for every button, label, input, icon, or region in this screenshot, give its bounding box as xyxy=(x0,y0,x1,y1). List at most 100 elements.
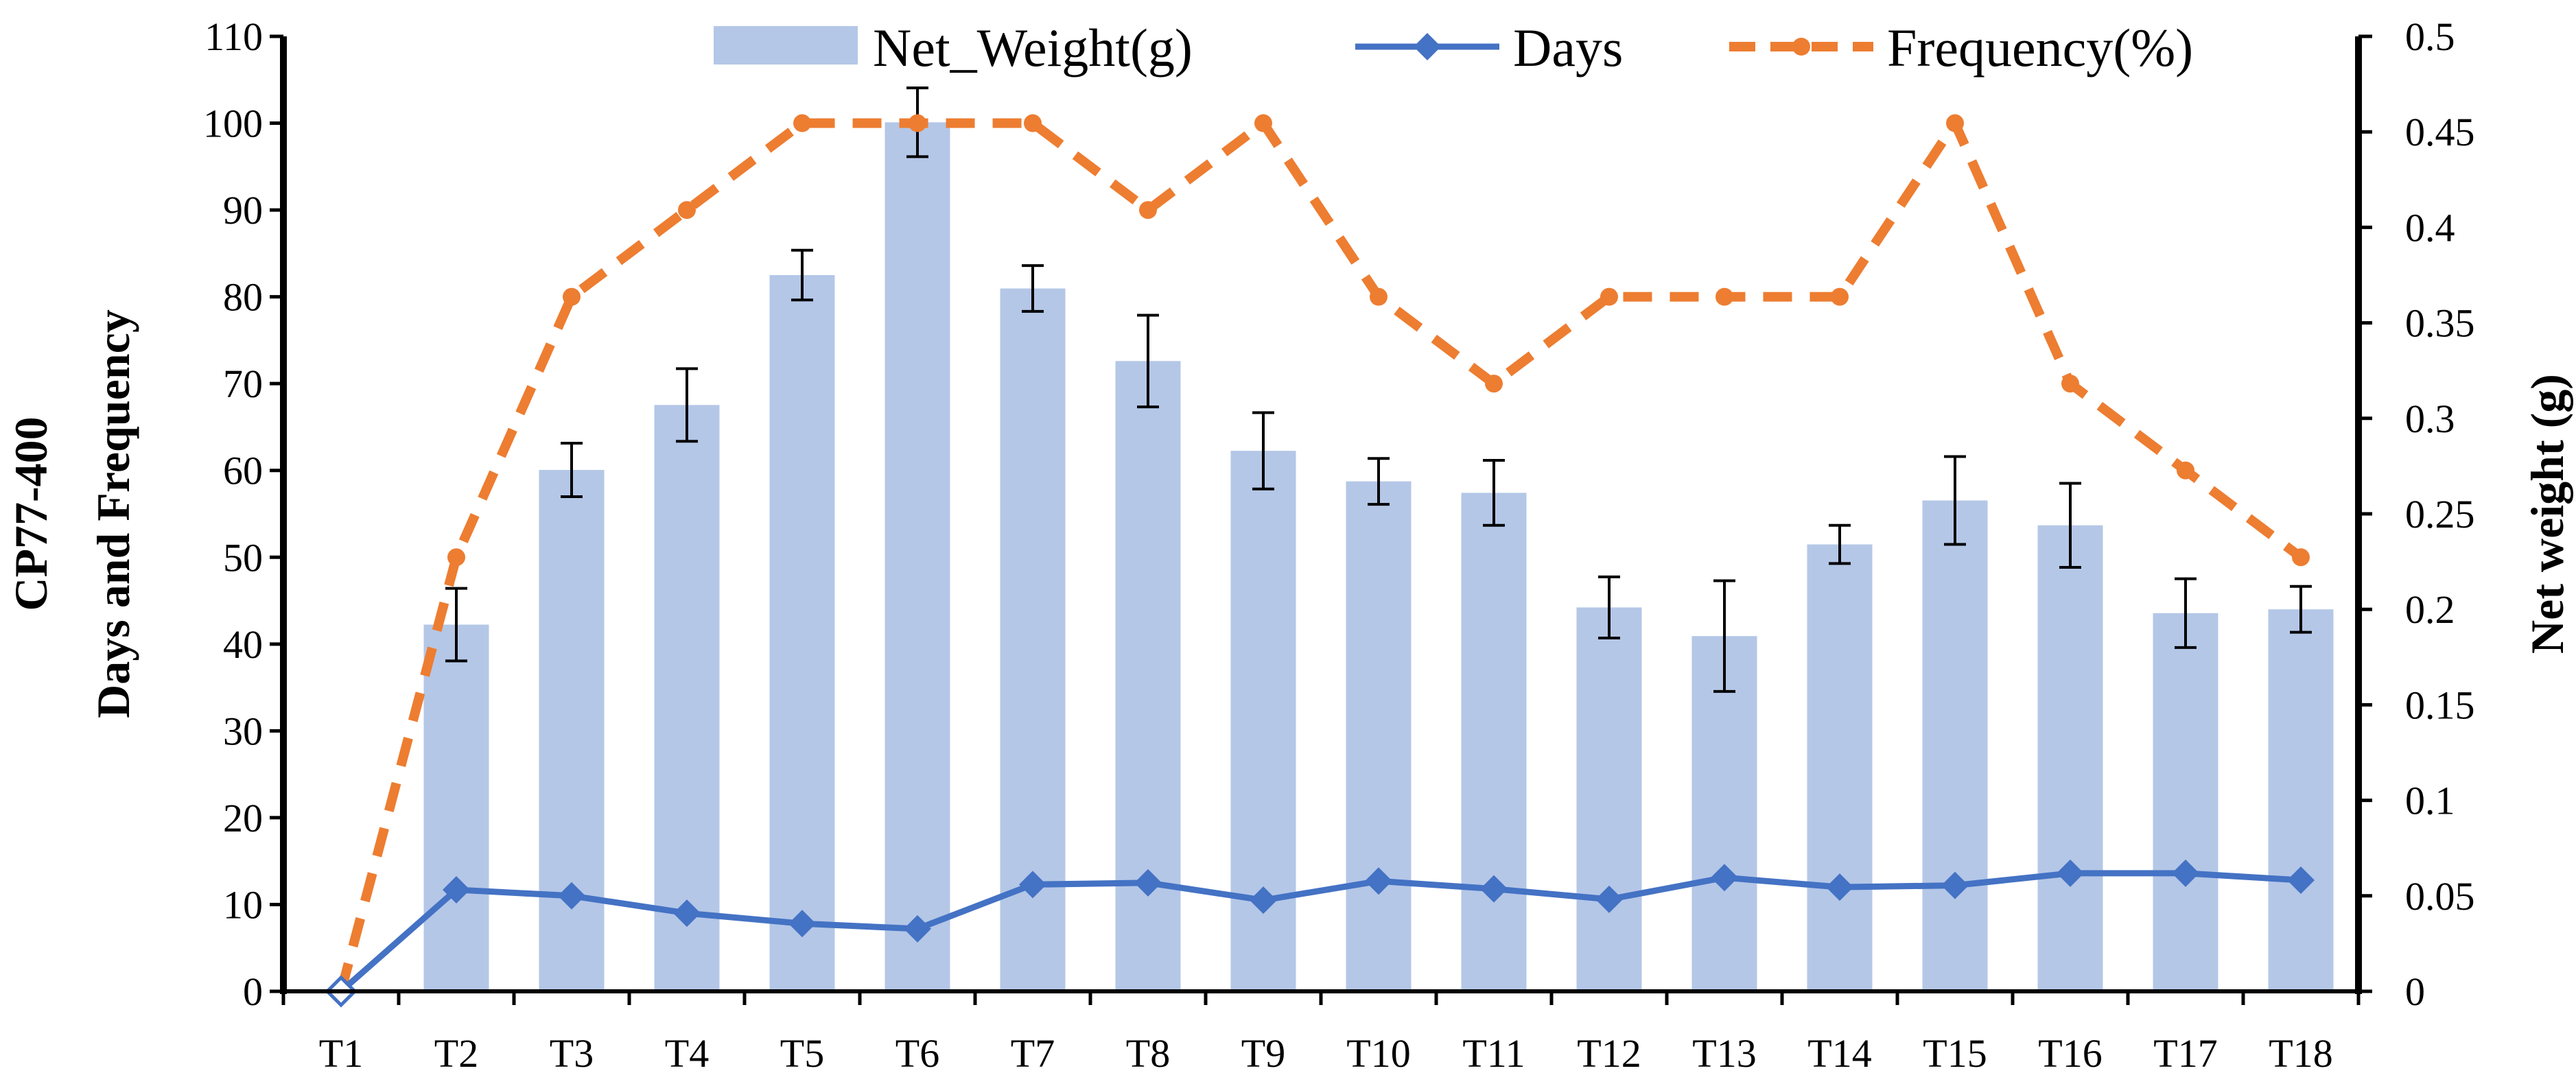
left-tick-label-0: 0 xyxy=(243,969,263,1014)
bar-T2 xyxy=(423,624,489,991)
days-marker-T10 xyxy=(1365,867,1392,895)
lines-layer xyxy=(325,114,2315,1008)
frequency-marker-T4 xyxy=(678,201,696,220)
days-line xyxy=(339,870,2302,994)
days-marker-T3 xyxy=(558,882,585,910)
days-marker-T2 xyxy=(443,875,470,904)
right-tick-label-0.15: 0.15 xyxy=(2405,683,2475,727)
error-bar-T4 xyxy=(676,367,698,443)
error-bar-T18 xyxy=(2290,585,2312,634)
x-tick-label-T8: T8 xyxy=(1126,1031,1170,1076)
error-bar-T2 xyxy=(445,587,467,663)
days-marker-T9 xyxy=(1250,886,1277,914)
bar-T8 xyxy=(1115,361,1181,991)
bar-T3 xyxy=(539,469,605,991)
bars-layer xyxy=(423,122,2334,991)
x-tick-label-T5: T5 xyxy=(780,1031,824,1076)
error-bar-T17 xyxy=(2175,577,2197,649)
left-tick-label-110: 110 xyxy=(204,14,263,59)
legend-swatch-net-weight xyxy=(714,26,858,64)
left-tick-label-30: 30 xyxy=(223,709,263,753)
days-marker-T12 xyxy=(1595,885,1623,913)
days-marker-T16 xyxy=(2057,859,2084,887)
right-tick-label-0.05: 0.05 xyxy=(2405,874,2475,919)
error-bar-T12 xyxy=(1598,575,1620,639)
days-marker-T15 xyxy=(1941,871,1969,899)
x-tick-label-T6: T6 xyxy=(895,1031,939,1076)
days-marker-T14 xyxy=(1826,873,1853,901)
left-tick-label-40: 40 xyxy=(223,622,263,667)
bar-T18 xyxy=(2268,609,2334,991)
x-tick-label-T2: T2 xyxy=(434,1031,478,1076)
error-bar-T13 xyxy=(1713,579,1735,693)
right-tick-label-0.25: 0.25 xyxy=(2405,492,2475,536)
bar-T16 xyxy=(2037,525,2103,991)
axis-titles: CP77-400 Days and Frequency Net weight (g) xyxy=(5,309,2573,718)
x-tick-label-T15: T15 xyxy=(1923,1031,1987,1076)
frequency-marker-T5 xyxy=(793,114,811,132)
days-marker-T6 xyxy=(904,914,931,943)
bar-T17 xyxy=(2153,613,2218,991)
frequency-marker-T10 xyxy=(1370,287,1387,306)
bar-T11 xyxy=(1461,493,1527,991)
left-tick-label-100: 100 xyxy=(203,102,263,146)
left-tick-label-50: 50 xyxy=(223,535,263,580)
axes-layer: 0 10 20 30 40 50 60 70 80 90 100 110 0 0.05 0.1 0.15 0.2… xyxy=(203,14,2475,1076)
days-marker-T5 xyxy=(788,910,816,938)
frequency-marker-T2 xyxy=(447,548,465,567)
legend-item-days: Days xyxy=(1355,18,1623,78)
legend-item-frequency: Frequency(%) xyxy=(1729,18,2193,78)
left-tick-label-60: 60 xyxy=(223,449,263,493)
frequency-line xyxy=(336,118,2304,993)
x-tick-label-T1: T1 xyxy=(319,1031,363,1076)
legend: Net_Weight(g) Days Frequency(%) xyxy=(714,18,2193,78)
legend-label-frequency: Frequency(%) xyxy=(1887,18,2193,78)
legend-marker-days xyxy=(1414,33,1441,60)
days-marker-T13 xyxy=(1711,864,1738,892)
legend-label-net-weight: Net_Weight(g) xyxy=(873,18,1193,78)
right-tick-label-0.1: 0.1 xyxy=(2405,779,2455,823)
frequency-marker-T11 xyxy=(1485,375,1503,393)
x-tick-label-T11: T11 xyxy=(1462,1031,1525,1076)
x-tick-label-T17: T17 xyxy=(2153,1031,2217,1076)
right-tick-label-0: 0 xyxy=(2405,969,2425,1014)
x-tick-label-T9: T9 xyxy=(1241,1031,1285,1076)
error-bar-T15 xyxy=(1944,455,1966,546)
right-tick-label-0.35: 0.35 xyxy=(2405,301,2475,346)
frequency-marker-T16 xyxy=(2061,375,2079,393)
days-marker-T18 xyxy=(2287,866,2315,895)
error-bar-T16 xyxy=(2059,482,2081,569)
x-tick-label-T16: T16 xyxy=(2038,1031,2102,1076)
frequency-marker-T17 xyxy=(2177,461,2194,480)
error-bar-T11 xyxy=(1483,459,1505,527)
legend-item-net-weight: Net_Weight(g) xyxy=(714,18,1193,78)
left-tick-label-70: 70 xyxy=(223,362,263,406)
frequency-marker-T8 xyxy=(1139,201,1157,220)
right-tick-label-0.2: 0.2 xyxy=(2405,587,2455,632)
bar-T5 xyxy=(769,275,835,991)
frequency-marker-T12 xyxy=(1600,287,1618,306)
bar-T10 xyxy=(1346,481,1412,991)
x-tick-label-T10: T10 xyxy=(1346,1031,1410,1076)
right-tick-label-0.5: 0.5 xyxy=(2405,14,2455,59)
left-tick-label-80: 80 xyxy=(223,275,263,320)
bar-T14 xyxy=(1807,544,1873,991)
error-bar-T14 xyxy=(1829,523,1851,565)
error-bar-T3 xyxy=(561,441,583,498)
days-marker-T7 xyxy=(1019,871,1046,899)
bar-T13 xyxy=(1691,636,1757,991)
days-marker-T4 xyxy=(673,899,701,928)
left-axis-title-line1: CP77-400 xyxy=(5,416,57,611)
right-axis-title: Net weight (g) xyxy=(2521,374,2573,654)
legend-marker-frequency xyxy=(1792,38,1810,56)
right-tick-label-0.45: 0.45 xyxy=(2405,110,2475,154)
frequency-marker-T14 xyxy=(1831,287,1849,306)
right-tick-label-0.4: 0.4 xyxy=(2405,205,2455,250)
x-tick-label-T14: T14 xyxy=(1807,1031,1871,1076)
frequency-marker-T3 xyxy=(563,287,581,306)
left-tick-label-10: 10 xyxy=(223,882,263,927)
bar-T4 xyxy=(654,405,720,991)
x-tick-label-T12: T12 xyxy=(1577,1031,1641,1076)
